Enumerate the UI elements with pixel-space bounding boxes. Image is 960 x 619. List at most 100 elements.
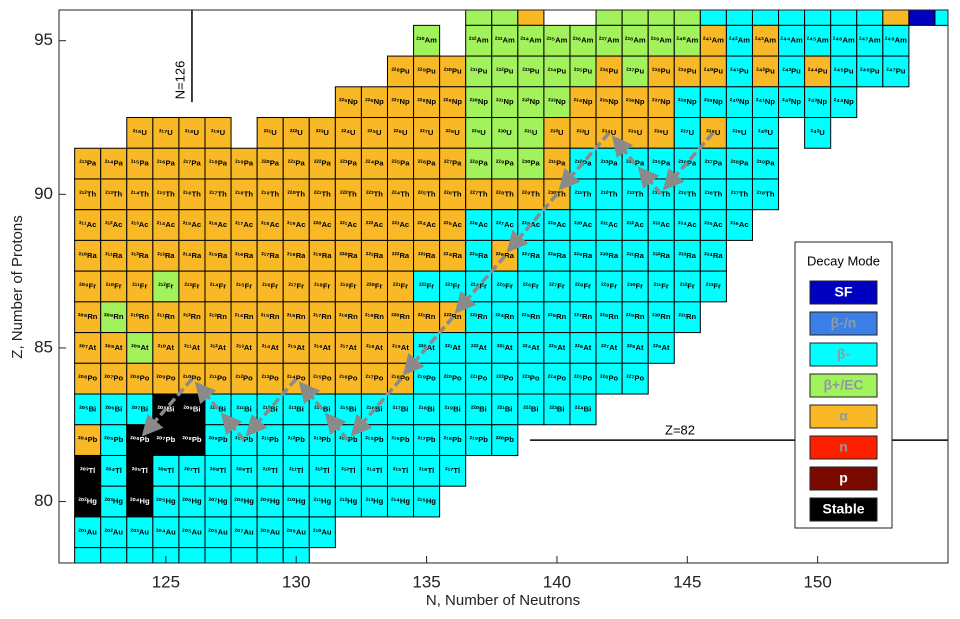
- nuclide-label: ²¹⁷Po: [365, 374, 383, 383]
- nuclide-cell: [360, 362, 388, 395]
- nuclide-cell: [308, 485, 336, 518]
- nuclide-label: ²²⁰Ra: [339, 251, 358, 260]
- nuclide-label: ²³⁴Np: [574, 97, 593, 106]
- nuclide-cell: [74, 301, 102, 334]
- nuclide-cell: [126, 547, 154, 563]
- nuclide-label: ²²⁴U: [341, 128, 356, 137]
- nuclide-label: ²⁰⁸Pb: [182, 435, 202, 444]
- nuclide-cell: [204, 332, 232, 364]
- nuclide-cell: [751, 117, 780, 149]
- nuclide-cell: [74, 362, 102, 395]
- decay-arrow: [141, 377, 194, 437]
- nuclide-cell: [647, 332, 675, 364]
- nuclide-label: ²¹⁶Pa: [157, 159, 176, 168]
- nuclide-label: ²¹⁰Ra: [79, 251, 98, 260]
- nuclide-label: ²³³Am: [495, 36, 515, 45]
- nuclide-label: ²³¹Ac: [600, 220, 617, 229]
- nuclide-cell: [569, 24, 597, 57]
- nuclide-label: ²²⁰Pa: [261, 159, 279, 168]
- nuclide-cell: [334, 454, 362, 487]
- nuclide-label: ²³⁹Np: [704, 97, 723, 106]
- nuclide-cell: [152, 485, 180, 518]
- nuclide-label: ²³¹Rn: [678, 312, 696, 321]
- nuclide-cell: [647, 10, 675, 26]
- nuclide-cell: [517, 270, 545, 303]
- nuclide-cell: [282, 332, 310, 364]
- legend-title: Decay Mode: [807, 253, 880, 268]
- nuclide-cell: [256, 117, 284, 149]
- nuclide-cell: [126, 239, 154, 272]
- nuclide-cell: [673, 270, 701, 303]
- nuclide-label: ²¹²Th: [79, 189, 96, 198]
- nuclide-label: ²¹⁷Fr: [288, 282, 304, 291]
- nuclide-label: ²³⁶Th: [704, 189, 722, 198]
- nuclide-label: ²⁰⁴Tl: [106, 466, 122, 475]
- nuclide-label: ²¹⁶Th: [183, 189, 201, 198]
- nuclide-cell: [725, 178, 753, 211]
- legend-label: β-/n: [831, 315, 857, 331]
- nuclide-cell: [882, 55, 910, 88]
- nuclide-label: ²²³Ac: [392, 220, 409, 229]
- nuclide-cell: [74, 485, 102, 518]
- nuclide-label: ²¹⁷Ac: [235, 220, 253, 229]
- nuclide-label: ²²⁹U: [472, 128, 487, 137]
- nuclide-cell: [543, 270, 571, 303]
- nuclide-cell: [830, 10, 858, 26]
- nuclide-cell: [778, 10, 806, 26]
- nuclide-label: ²¹⁵Po: [313, 374, 332, 383]
- nuclide-cell: [230, 516, 258, 549]
- nuclide-cell: [413, 454, 441, 487]
- nuclide-cell: [647, 24, 675, 57]
- nuclide-cell: [647, 270, 675, 303]
- nuclide-label: ²²⁴Po: [548, 374, 567, 383]
- y-tick-label: 80: [34, 491, 53, 510]
- nuclide-label: ²⁰⁶Hg: [182, 497, 202, 506]
- nuclide-label: ²³⁰Pa: [522, 159, 540, 168]
- nuclide-label: ²²⁰Bi: [471, 404, 487, 413]
- nuclide-label: ²¹⁹Rn: [365, 312, 384, 321]
- nuclide-label: ²³⁰Ra: [600, 251, 619, 260]
- nuclide-cell: [778, 86, 806, 119]
- nuclide-label: ²²⁹Np: [443, 97, 462, 106]
- nuclide-cell: [74, 393, 102, 426]
- nuclide-label: ²¹⁸Bi: [418, 404, 434, 413]
- nuclide-cell: [126, 147, 154, 180]
- x-tick-label: 130: [282, 572, 310, 591]
- nuclide-label: ²²²Fr: [419, 282, 434, 291]
- decay-arrow: [637, 166, 663, 196]
- nuclide-label: ²¹⁴Rn: [235, 312, 254, 321]
- nuclide-label: ²¹³Ac: [131, 220, 148, 229]
- nuclide-label: ²²³Pa: [340, 159, 358, 168]
- nuclide-cell: [100, 332, 128, 364]
- nuclide-cell: [751, 86, 780, 119]
- nuclide-cell: [413, 485, 441, 518]
- nuclide-label: ²²¹Fr: [393, 282, 408, 291]
- nuclide-cell: [621, 209, 649, 241]
- nuclide-label: ²²²Rn: [444, 312, 462, 321]
- nuclide-cell: [282, 147, 310, 180]
- nuclide-label: ²⁴²Np: [782, 97, 801, 106]
- nuclide-cell: [152, 209, 180, 241]
- nuclide-label: ²¹²Rn: [183, 312, 201, 321]
- nuclide-cell: [230, 332, 258, 364]
- nuclide-label: ²⁴⁰Am: [676, 36, 698, 45]
- nuclide-label: ²³³Ra: [679, 251, 697, 260]
- nuclide-cell: [360, 178, 388, 211]
- legend-swatch: [809, 466, 878, 491]
- nuclide-cell: [126, 516, 154, 549]
- nuclide-label: ²¹⁸Pb: [443, 435, 462, 444]
- nuclide-cell: [465, 55, 493, 88]
- nuclide-label: ²³⁴Ra: [704, 251, 723, 260]
- nuclide-cell: [282, 117, 310, 149]
- nuclide-label: ²⁰⁷At: [79, 343, 96, 352]
- nuclide-cell: [569, 209, 597, 241]
- nuclide-label: ²¹⁹Bi: [445, 404, 461, 413]
- nuclide-label: ²¹¹Bi: [237, 404, 252, 413]
- nuclide-cell: [413, 393, 441, 426]
- nuclide-label: ²²⁸Th: [496, 189, 514, 198]
- nuclide-cell: [152, 547, 180, 563]
- nuclide-label: ²²⁴Ra: [443, 251, 462, 260]
- decay-arrow: [220, 412, 246, 442]
- nuclide-label: ²³¹Ra: [627, 251, 645, 260]
- nuclide-label: ²²⁶Ac: [470, 220, 488, 229]
